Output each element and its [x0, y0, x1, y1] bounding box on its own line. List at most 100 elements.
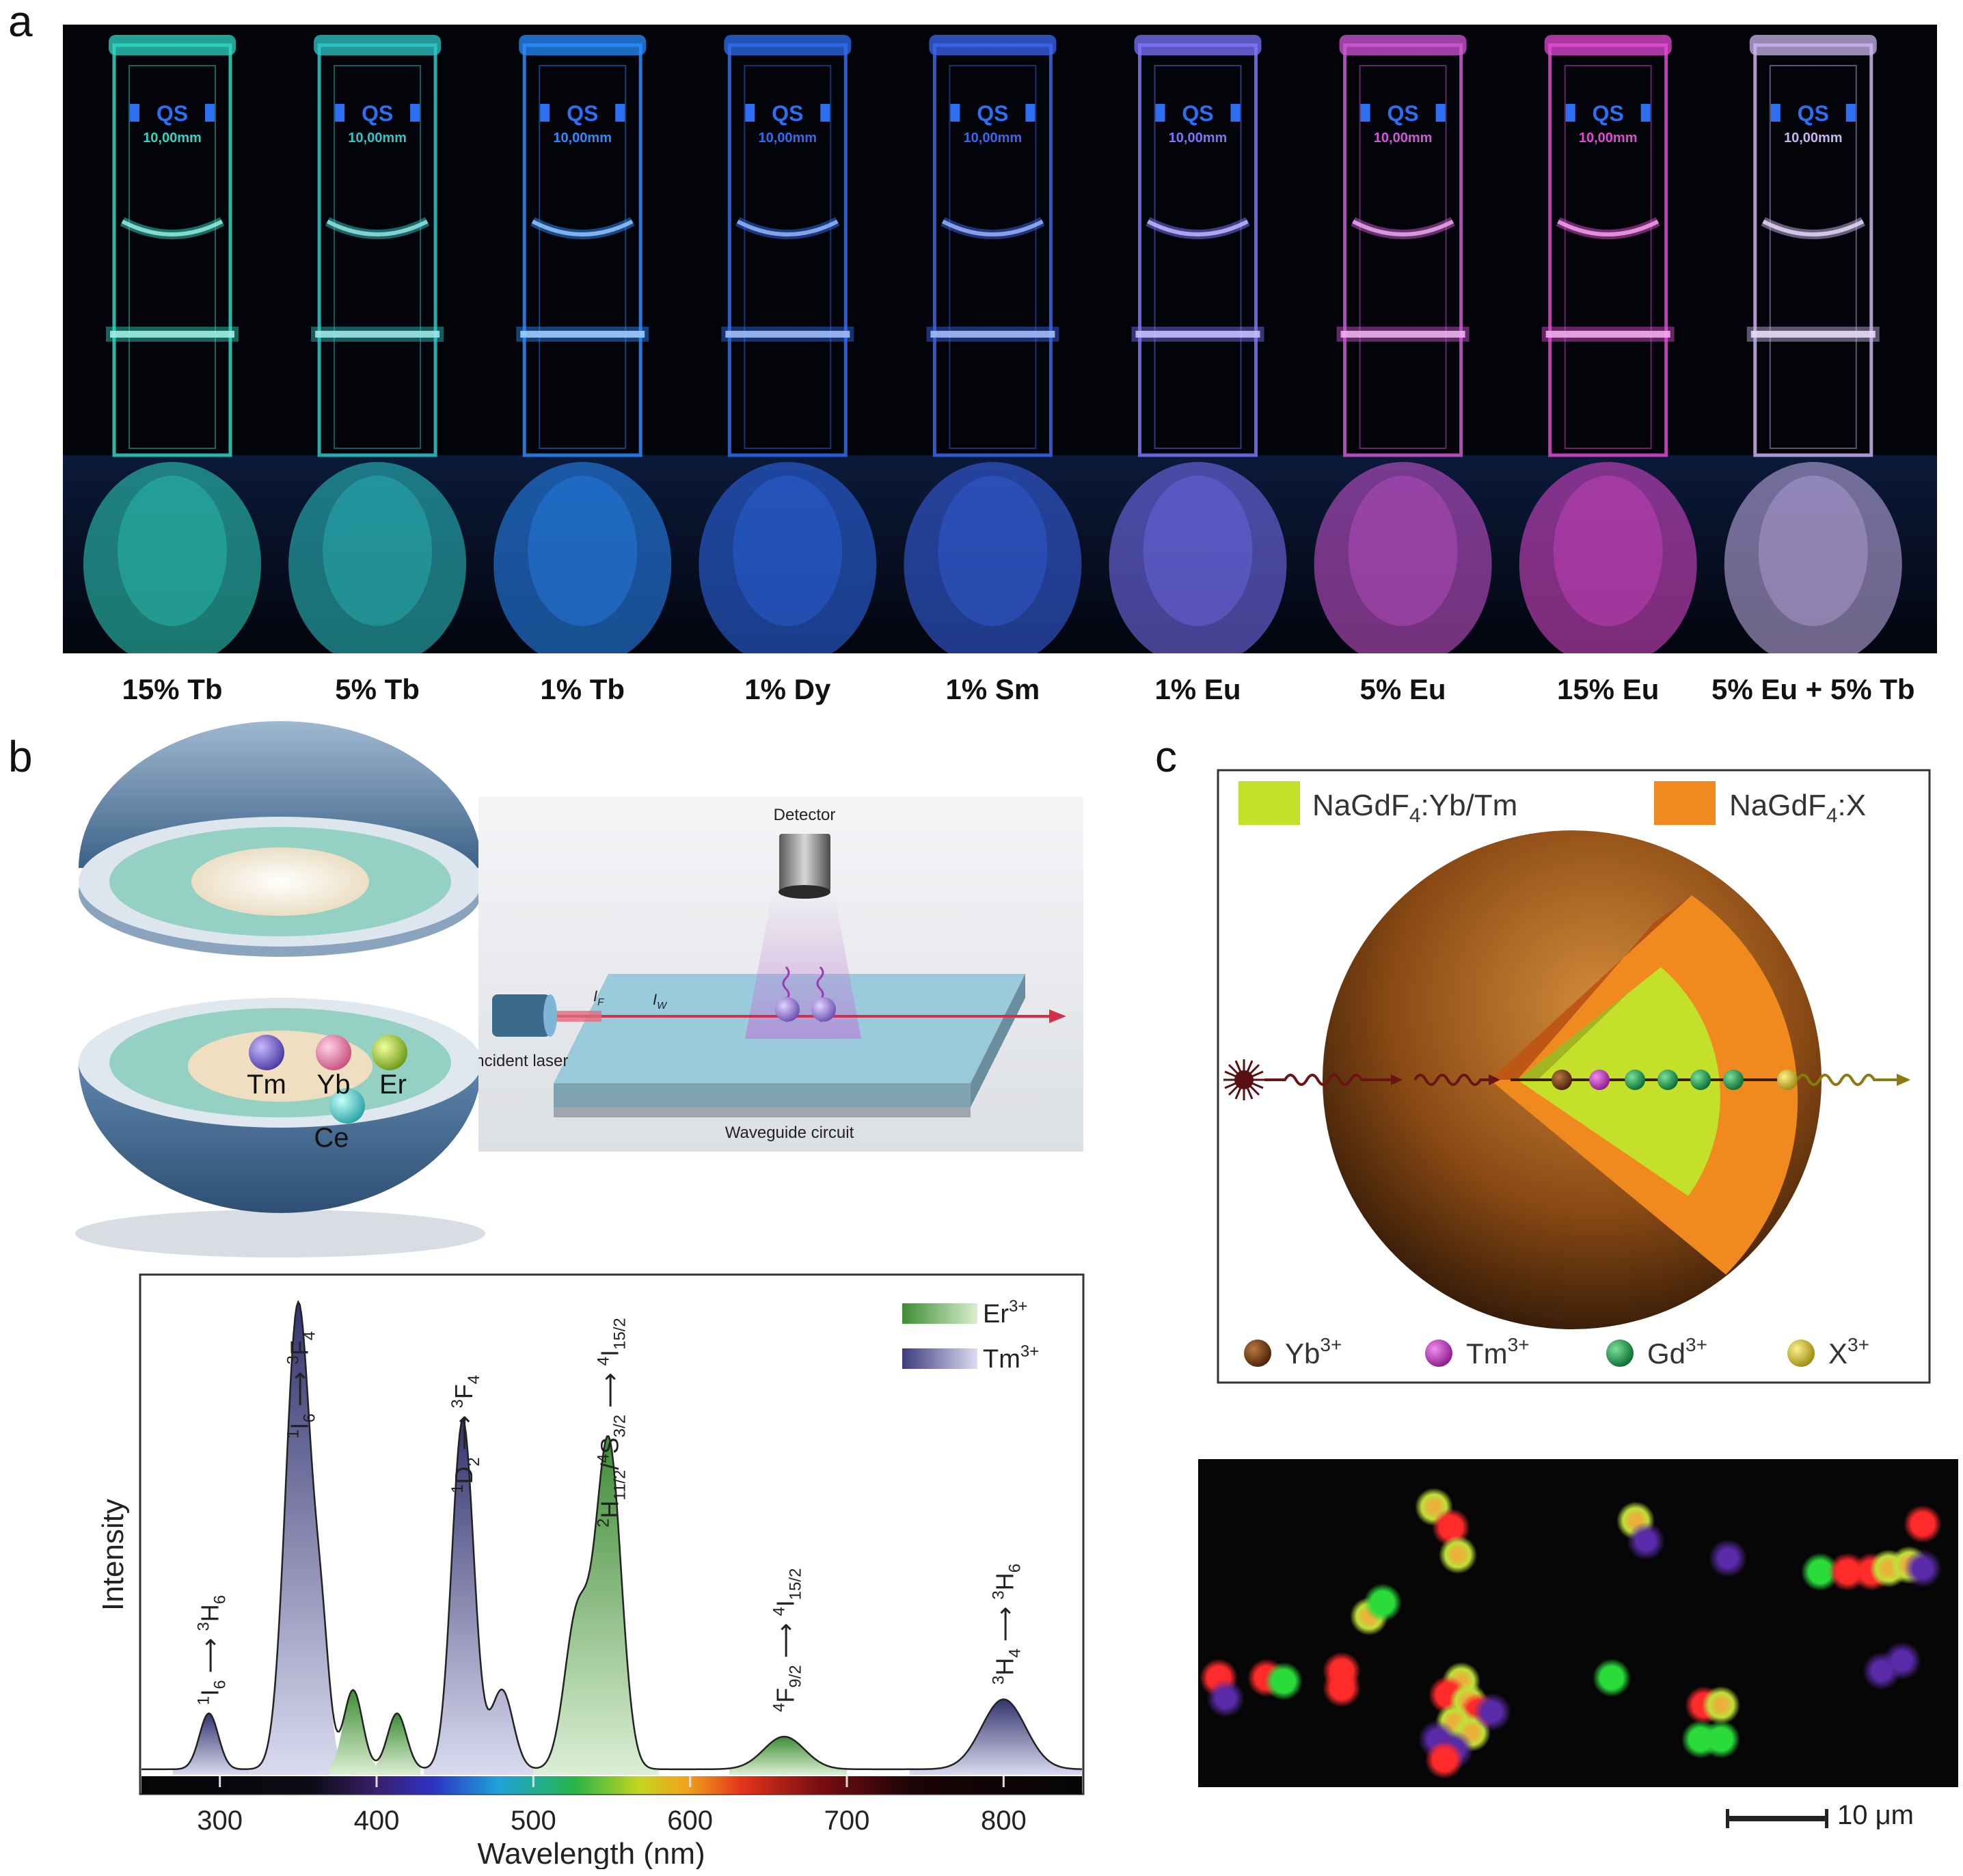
x-tick-label: 400 [354, 1806, 400, 1836]
i-f-label: IF [593, 988, 604, 1008]
legend-label-core: NaGdF4:Yb/Tm [1312, 789, 1517, 827]
ion-legend-dot-gd [1606, 1340, 1634, 1367]
microbead [1473, 1693, 1511, 1731]
x-tick-label: 500 [511, 1806, 556, 1836]
cuvette-brand-text: QS [1593, 101, 1624, 126]
microbead [1364, 1583, 1402, 1622]
core-cutaway [1517, 967, 1720, 1196]
sample-label-2: 5% Tb [335, 673, 420, 705]
spectrum-line [141, 1300, 1083, 1771]
microbead [1264, 1662, 1303, 1700]
cuvette-pathlength-text: 10,00mm [553, 131, 612, 146]
transition-label-1: 1I6 ⟶ 3H6 [195, 1595, 230, 1705]
microbead [1425, 1741, 1463, 1779]
cuvette-pathlength-text: 10,00mm [758, 131, 817, 146]
x-tick-label: 300 [197, 1806, 243, 1836]
ce-label: Ce [314, 1123, 349, 1153]
legend-swatch-er [902, 1303, 977, 1324]
cuvette-7: QS 10,00mm [1314, 35, 1492, 653]
ion-legend-dot-yb [1244, 1340, 1271, 1367]
er-emission-peak-3 [533, 1436, 659, 1775]
cuvette-pathlength-text: 10,00mm [348, 131, 407, 146]
waveguide-schematic: Detector Incident laser IF IW Waveguide … [478, 796, 1083, 1152]
cuvette-4: QS 10,00mm [699, 35, 877, 653]
ion-legend-label-gd: Gd3+ [1647, 1334, 1707, 1370]
panel-c-letter: c [1155, 732, 1177, 781]
cuvette-photo: QS 10,00mm QS 10,00mm QS 10,00mm QS 10,00mm QS 10… [63, 25, 1937, 653]
core-shell-energy-transfer-diagram: NaGdF4:Yb/Tm NaGdF4:X Yb3+ Tm3+ Gd3+ X3+ [1217, 769, 1931, 1384]
cuvette-brand-text: QS [1182, 101, 1213, 126]
x-axis-label: Wavelength (nm) [477, 1837, 705, 1869]
cuvette-pathlength-text: 10,00mm [1784, 131, 1843, 146]
color-bar [141, 1776, 1082, 1794]
y-axis-label: Intensity [96, 1499, 130, 1611]
tm-ion-sphere [249, 1035, 284, 1070]
cuvette-pathlength-text: 10,00mm [1374, 131, 1433, 146]
cuvette-pathlength-text: 10,00mm [1579, 131, 1638, 146]
x-tick-label: 700 [824, 1806, 870, 1836]
panel-a-letter: a [8, 0, 33, 46]
yb-label: Yb [317, 1070, 351, 1100]
tm-emission-peak-2 [247, 1302, 342, 1775]
incident-laser-label: Incident laser [478, 1052, 568, 1070]
cuvette-1: QS 10,00mm [83, 35, 261, 653]
legend-swatch-core [1238, 781, 1300, 825]
yb-ion-sphere [316, 1035, 351, 1070]
x-tick-label: 800 [981, 1806, 1027, 1836]
cuvette-9: QS 10,00mm [1724, 35, 1902, 653]
i-w-label: IW [653, 991, 668, 1011]
tm-emission-peak-4 [909, 1699, 1082, 1775]
microbead [1627, 1522, 1665, 1560]
sample-label-7: 5% Eu [1359, 673, 1446, 705]
scale-bar-cap-left [1726, 1809, 1729, 1828]
legend-label-shell: NaGdF4:X [1729, 789, 1866, 827]
ion-legend-label-tm: Tm3+ [1466, 1334, 1530, 1370]
cuvette-pathlength-text: 10,00mm [1169, 131, 1228, 146]
er-label: Er [379, 1070, 407, 1100]
sample-label-4: 1% Dy [744, 673, 831, 705]
cuvette-brand-text: QS [362, 101, 393, 126]
er-emission-peak-4 [729, 1737, 847, 1775]
cuvette-8: QS 10,00mm [1519, 35, 1697, 653]
cuvette-brand-text: QS [567, 101, 598, 126]
particle-1 [775, 997, 800, 1022]
legend-label-tm: Tm3+ [983, 1342, 1039, 1374]
ion-legend-dot-tm [1425, 1340, 1452, 1367]
microbead [1439, 1536, 1477, 1574]
transition-label-5: 4F9/2 ⟶ 4I15/2 [770, 1568, 804, 1712]
sample-label-8: 15% Eu [1556, 673, 1660, 705]
ion-legend-dot-x [1787, 1340, 1815, 1367]
cuvette-brand-text: QS [157, 101, 188, 126]
tm-emission-peak-3 [423, 1419, 534, 1775]
er-ion-sphere [372, 1035, 407, 1070]
sample-label-9: 5% Eu + 5% Tb [1711, 673, 1915, 705]
er-emission-peak-1 [329, 1689, 377, 1775]
legend-label-er: Er3+ [983, 1297, 1027, 1329]
emission-spectrum-chart: 300 400 500 600 700 800 1I6 ⟶ 3H6 1I6 ⟶ 3F4 1D2… [96, 1273, 1085, 1869]
x-tick-label: 600 [667, 1806, 713, 1836]
microbead [1702, 1720, 1740, 1758]
cuvette-brand-text: QS [1798, 101, 1829, 126]
scale-bar-label: 10 μm [1837, 1800, 1914, 1830]
cuvette-pathlength-text: 10,00mm [964, 131, 1023, 146]
cuvette-6: QS 10,00mm [1109, 35, 1287, 653]
transition-label-6: 3H4 ⟶ 3H6 [989, 1564, 1024, 1685]
sample-label-6: 1% Eu [1154, 673, 1241, 705]
cuvette-brand-text: QS [1387, 101, 1418, 126]
sample-label-3: 1% Tb [540, 673, 625, 705]
microbead [1709, 1539, 1747, 1577]
microbead [1904, 1549, 1942, 1588]
detector-label: Detector [774, 806, 836, 824]
particle-2 [811, 997, 836, 1022]
cuvette-3: QS 10,00mm [493, 35, 672, 653]
core-shell-nanoparticle-illustration: Tm Yb Er Ce [75, 721, 485, 1258]
microbead [1904, 1505, 1942, 1543]
ion-legend-label-yb: Yb3+ [1285, 1334, 1342, 1370]
legend-swatch-tm [902, 1348, 977, 1369]
ion-legend-label-x: X3+ [1828, 1334, 1869, 1370]
tm-label: Tm [247, 1070, 286, 1100]
transition-label-3: 1D2 ⟶ 3F4 [448, 1375, 483, 1493]
microbead [1702, 1686, 1740, 1724]
transition-label-2: 1I6 ⟶ 3F4 [284, 1331, 319, 1439]
cuvette-brand-text: QS [977, 101, 1008, 126]
